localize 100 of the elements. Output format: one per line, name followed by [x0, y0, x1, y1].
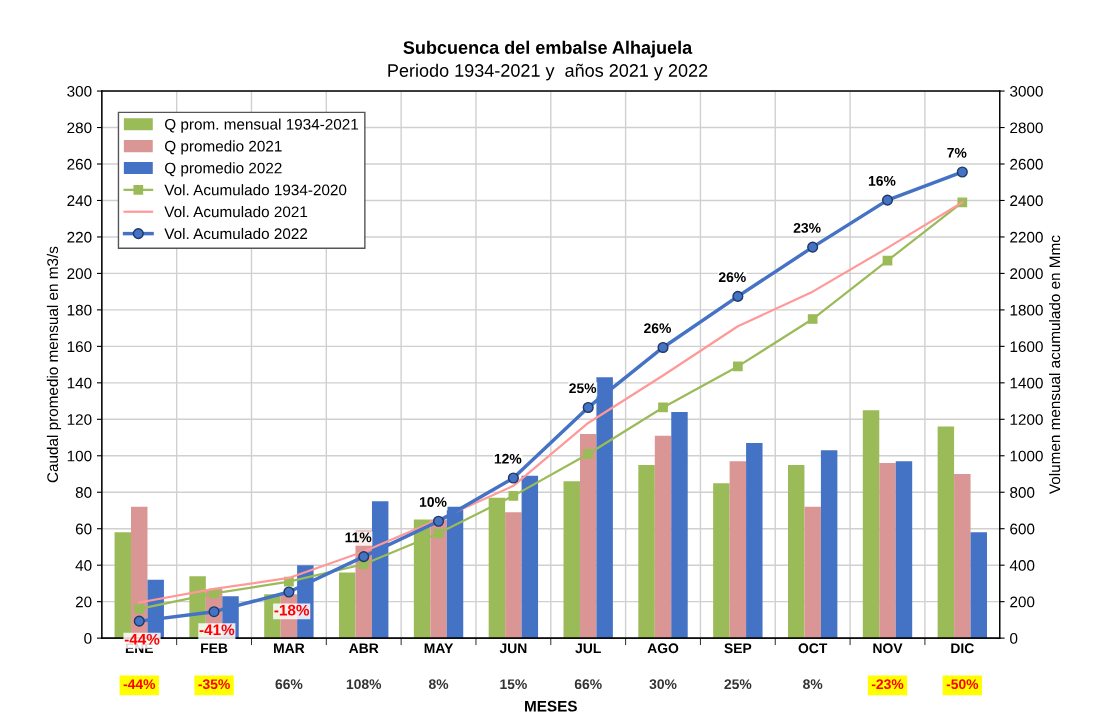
y2-tick-label: 2000 [1010, 268, 1043, 280]
bar [654, 435, 672, 639]
y-tick-label: 40 [75, 560, 92, 571]
text: 66% [574, 679, 602, 690]
y-tick-label: 0 [84, 633, 92, 644]
y-axis-title: Caudal promedio mensual en m3/s [46, 246, 62, 483]
text: -50% [946, 679, 979, 690]
chart-title: Subcuenca del embalse Alhajuela [403, 40, 693, 58]
point [881, 194, 894, 206]
annotation: 12% [494, 453, 522, 464]
bar [713, 483, 730, 639]
bar [746, 443, 763, 639]
y2-tick-label: 2800 [1010, 122, 1043, 134]
y2-tick-label: 400 [1009, 560, 1035, 571]
point [283, 586, 295, 598]
bar [804, 506, 821, 639]
y2-tick-label: 800 [1010, 487, 1035, 498]
y-tick-label: 140 [67, 377, 92, 389]
bar [820, 450, 838, 639]
annotation: 16% [868, 175, 896, 186]
text: -23% [871, 679, 904, 690]
point [507, 472, 519, 484]
y-tick-label: 100 [67, 450, 92, 462]
x-tick-label: AGO [647, 643, 679, 654]
point [433, 528, 444, 539]
text: 66% [275, 679, 303, 690]
point [658, 402, 668, 413]
y-tick-label: 240 [67, 195, 92, 207]
y-tick-label: 220 [67, 231, 92, 243]
bar [729, 461, 747, 639]
bar [954, 474, 971, 639]
point [732, 290, 744, 302]
y2-tick-label: 1800 [1010, 304, 1043, 316]
bar [521, 475, 539, 639]
y2-tick-label: 0 [1010, 633, 1018, 644]
legend-label: Vol. Acumulado 2021 [164, 206, 308, 218]
bar [787, 464, 805, 639]
text: 8% [428, 679, 449, 690]
annotation: 25% [569, 383, 597, 394]
text: -44% [123, 679, 156, 690]
y-tick-label: 280 [67, 122, 92, 134]
bar [970, 532, 988, 639]
bar [879, 463, 896, 639]
y2-tick-label: 1400 [1010, 377, 1043, 389]
y2-axis-title: Volumen mensual acumulado en Mmc [1049, 235, 1061, 495]
annotation: -18% [274, 604, 310, 616]
point [432, 515, 445, 527]
annotation: 26% [644, 323, 671, 334]
x-tick-label: DIC [951, 643, 974, 654]
annotation: -44% [124, 633, 160, 645]
x-tick-label: JUN [499, 643, 527, 654]
annotation: 23% [793, 222, 821, 233]
annotation: 11% [345, 532, 372, 543]
y-tick-label: 300 [67, 85, 92, 97]
y2-tick-label: 3000 [1010, 85, 1043, 97]
y-tick-label: 60 [75, 523, 92, 535]
y-tick-label: 160 [67, 341, 92, 353]
y2-tick-label: 600 [1010, 523, 1035, 535]
x-tick-label: ENE [125, 643, 153, 654]
y-tick-label: 180 [67, 304, 92, 316]
y-tick-label: 200 [67, 268, 92, 280]
point [657, 341, 669, 354]
x-tick-label: JUL [575, 643, 601, 654]
chart-subtitle: Periodo 1934-2021 y años 2021 y 2022 [388, 63, 708, 81]
y2-tick-label: 200 [1010, 596, 1035, 608]
bar [505, 512, 522, 639]
text: 30% [649, 679, 677, 690]
y2-tick-label: 1000 [1010, 450, 1043, 462]
bar [579, 433, 597, 639]
legend-label: Q promedio 2022 [165, 162, 282, 177]
point [732, 361, 743, 372]
y-tick-label: 120 [67, 414, 92, 425]
y2-tick-label: 2400 [1010, 195, 1043, 207]
legend-label: Q promedio 2021 [165, 140, 282, 155]
point [134, 604, 145, 614]
y-tick-label: 20 [75, 596, 92, 608]
bar [563, 481, 580, 639]
y2-tick-label: 2600 [1010, 158, 1043, 170]
legend-label: Q prom. mensual 1934-2021 [165, 118, 359, 133]
annotation: 7% [947, 147, 967, 158]
bar [430, 519, 447, 639]
bar [895, 461, 913, 639]
annotation: 26% [718, 272, 746, 283]
y-tick-label: 260 [67, 158, 92, 170]
y2-tick-label: 2200 [1010, 231, 1043, 243]
bar [638, 464, 655, 639]
point [956, 166, 968, 178]
bar [671, 412, 688, 639]
point [807, 314, 818, 324]
point [582, 401, 594, 414]
x-tick-label: FEB [201, 643, 228, 654]
text: 25% [724, 679, 752, 690]
x-tick-label: SEP [724, 643, 752, 654]
text: 8% [803, 679, 823, 690]
annotation: 10% [419, 497, 447, 507]
text: 108% [346, 679, 382, 690]
legend-label: Vol. Acumulado 1934-2020 [164, 184, 347, 196]
x-tick-label: NOV [873, 643, 903, 654]
bar [937, 426, 955, 639]
annotation: -41% [199, 624, 235, 636]
